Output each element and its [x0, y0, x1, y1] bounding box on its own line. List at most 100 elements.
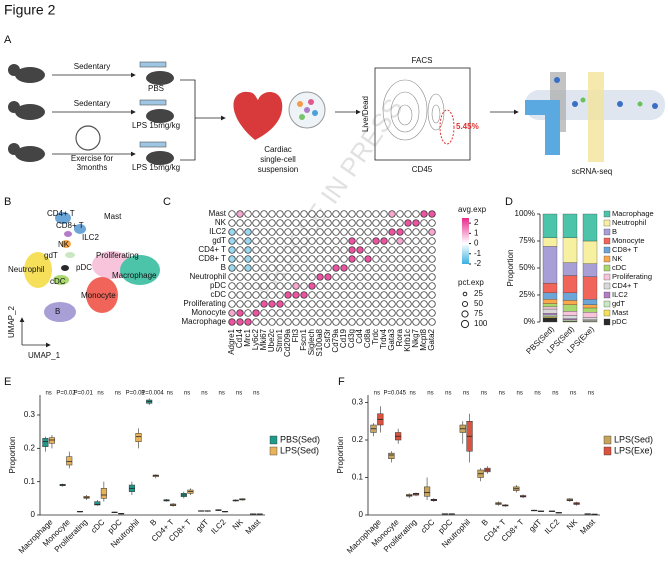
x-tick-label: ILC2 [543, 517, 562, 536]
box [423, 486, 431, 497]
colorbar-label: -2 [474, 259, 482, 268]
bar-segment [542, 299, 558, 304]
dot [228, 291, 236, 299]
dot [300, 318, 308, 326]
dot [428, 291, 436, 299]
dot [228, 282, 236, 290]
colorbar-label: 2 [474, 218, 479, 227]
dot [372, 318, 380, 326]
dot [316, 300, 324, 308]
box [135, 433, 142, 442]
dot [308, 246, 316, 254]
dot [236, 237, 244, 245]
dot [252, 291, 260, 299]
dot [316, 309, 324, 317]
dot [236, 300, 244, 308]
gene-label: Mki67 [259, 328, 268, 350]
significance: ns [445, 391, 451, 397]
dot [324, 255, 332, 263]
dot [292, 255, 300, 263]
bar-segment [562, 262, 578, 276]
dot [396, 282, 404, 290]
significance: ns [499, 391, 505, 397]
dot [420, 318, 428, 326]
dot [380, 228, 388, 236]
dot [372, 246, 380, 254]
dot [284, 282, 292, 290]
gene-label: Ly6c2 [251, 328, 260, 350]
cluster-label: Monocyte [81, 291, 116, 300]
gene-label: Cd79a [331, 328, 340, 352]
dot [388, 282, 396, 290]
colorbar [462, 218, 469, 264]
row-label: Mast [209, 209, 227, 218]
cluster-label: CD8+ T [56, 221, 84, 230]
legend-swatch [603, 300, 611, 308]
significance: ns [481, 391, 487, 397]
legend-swatch [269, 435, 278, 445]
dot [276, 255, 284, 263]
dot [372, 210, 380, 218]
dot [332, 228, 340, 236]
row-label: gdT [212, 236, 226, 245]
legend-swatch [603, 309, 611, 317]
treatment-label: LPS 15mg/kg [132, 121, 180, 130]
dot [252, 282, 260, 290]
dot [340, 246, 348, 254]
dot [332, 282, 340, 290]
legend-label: Monocyte [612, 236, 645, 245]
bar-segment [542, 308, 558, 314]
dot [396, 291, 404, 299]
size-key [462, 291, 468, 297]
dot [300, 309, 308, 317]
dot [364, 264, 372, 272]
legend-swatch [603, 291, 611, 299]
legend-label: LPS(Exe) [614, 445, 653, 455]
dot [324, 219, 332, 227]
dot [300, 237, 308, 245]
gene-label: Mcpt8 [419, 328, 428, 350]
dot [428, 282, 436, 290]
bar-segment [542, 317, 558, 323]
size-key [460, 319, 470, 329]
dot [300, 282, 308, 290]
dot [268, 219, 276, 227]
dot [244, 219, 252, 227]
dot [412, 282, 420, 290]
dot [308, 210, 316, 218]
y-tick-label: 0.2 [352, 435, 364, 444]
dot [412, 291, 420, 299]
dot [228, 228, 236, 236]
color-title: avg.exp [458, 205, 487, 214]
mice [8, 64, 174, 165]
dish-cells [297, 99, 318, 120]
condition-label: Sedentary [74, 62, 110, 71]
dot [268, 273, 276, 281]
dot [348, 273, 356, 281]
dot [364, 282, 372, 290]
significance: ns [45, 391, 51, 397]
dot [332, 246, 340, 254]
dot [228, 300, 236, 308]
significance: P=0.02 [56, 391, 76, 397]
significance: ns [552, 391, 558, 397]
dot [332, 318, 340, 326]
dot [428, 309, 436, 317]
dot [420, 291, 428, 299]
dot [316, 264, 324, 272]
gene-label: Gata3 [387, 328, 396, 350]
panel-label: E [4, 376, 11, 388]
dot [340, 237, 348, 245]
dot [420, 210, 428, 218]
bar-segment [542, 314, 558, 317]
dot [260, 219, 268, 227]
dot [252, 246, 260, 254]
dot [252, 237, 260, 245]
row-label: CD8+ T [198, 254, 226, 263]
dot [324, 300, 332, 308]
legend-label: LPS(Sed) [280, 445, 319, 455]
gene-label: Cd4 [355, 328, 364, 343]
bar-segment [542, 306, 558, 310]
legend-swatch [603, 446, 612, 456]
dot [260, 228, 268, 236]
